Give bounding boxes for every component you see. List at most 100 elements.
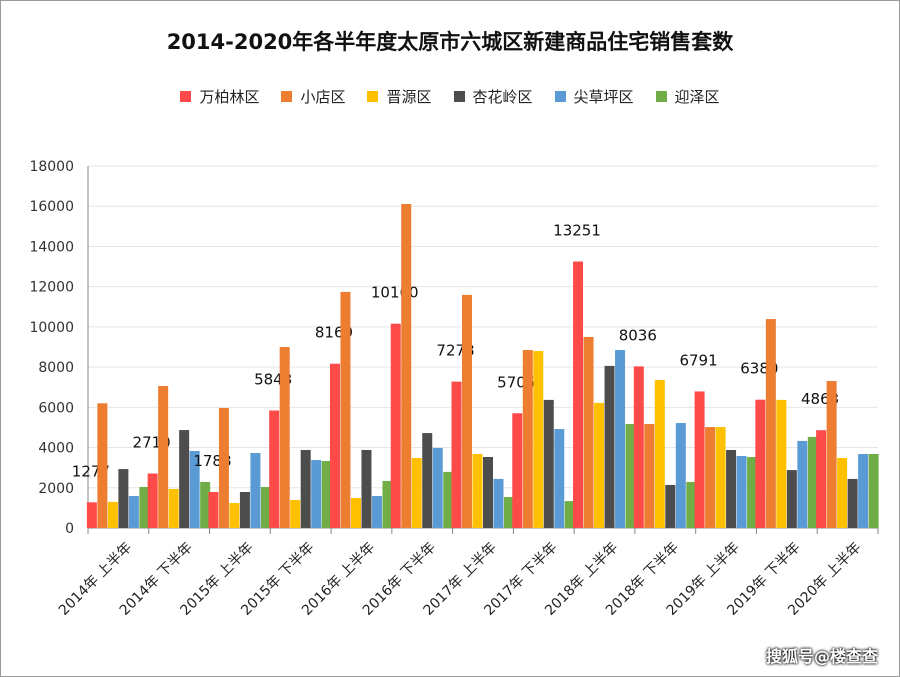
bar-晋源区 [472,453,483,528]
y-tick-label: 4000 [38,441,74,457]
bar-万柏林区 [512,413,523,528]
y-tick-label: 2000 [38,481,74,497]
bar-尖草坪区 [858,453,869,528]
bar-万柏林区 [816,430,827,528]
bar-万柏林区 [86,502,97,528]
bar-尖草坪区 [250,452,261,528]
y-tick-label: 18000 [29,159,74,175]
legend-swatch [554,91,566,102]
bar-杏花岭区 [786,470,797,528]
legend-label: 晋源区 [386,88,432,106]
bar-迎泽区 [504,497,514,528]
bar-杏花岭区 [604,365,615,528]
bar-尖草坪区 [189,450,200,528]
bar-晋源区 [776,399,787,528]
bar-尖草坪区 [554,429,565,528]
bar-迎泽区 [200,481,211,528]
bar-小店区 [644,424,655,528]
bar-小店区 [218,407,229,528]
legend-label: 尖草坪区 [573,88,634,106]
bar-杏花岭区 [239,492,250,528]
bar-万柏林区 [633,366,644,528]
bar-小店区 [583,336,594,528]
bar-杏花岭区 [543,399,554,528]
legend-label: 迎泽区 [674,88,720,106]
bar-迎泽区 [139,486,150,528]
bar-杏花岭区 [361,449,372,528]
bar-小店区 [97,403,108,528]
bar-尖草坪区 [797,440,808,528]
bar-晋源区 [715,427,726,528]
legend-label: 万柏林区 [199,88,260,106]
y-tick-label: 16000 [29,199,74,215]
bar-晋源区 [107,501,118,528]
bar-杏花岭区 [483,457,493,528]
y-tick-label: 0 [65,521,74,537]
legend-swatch [655,91,667,102]
bar-晋源区 [290,500,301,528]
bar-万柏林区 [755,399,766,528]
data-label: 6791 [679,351,717,369]
bar-晋源区 [350,498,361,528]
bar-万柏林区 [390,323,401,528]
bar-小店区 [279,347,290,528]
bar-杏花岭区 [118,469,129,528]
bar-万柏林区 [451,381,462,528]
bar-晋源区 [168,488,179,528]
y-tick-label: 8000 [38,360,74,376]
bar-迎泽区 [807,436,818,528]
bar-晋源区 [533,351,544,528]
legend-label: 小店区 [300,88,346,106]
legend-swatch [281,91,293,102]
bar-晋源区 [654,379,665,528]
y-tick-label: 12000 [29,280,74,296]
bar-小店区 [705,427,716,528]
bar-尖草坪区 [432,447,443,528]
bar-迎泽区 [686,481,697,528]
credit-watermark: 搜狐号@楼查查 [765,647,878,666]
bar-尖草坪区 [615,350,626,528]
bar-杏花岭区 [847,478,858,528]
bar-小店区 [826,380,837,528]
y-tick-label: 10000 [29,320,74,336]
bar-杏花岭区 [300,449,311,528]
bar-杏花岭区 [665,484,676,528]
legend-item: 尖草坪区 [554,86,634,107]
bar-万柏林区 [269,410,280,528]
bar-晋源区 [837,458,848,528]
bar-尖草坪区 [675,423,686,528]
legend-item: 万柏林区 [180,86,259,107]
bar-晋源区 [229,503,240,528]
bar-迎泽区 [747,457,758,528]
legend-swatch [453,91,465,102]
data-label: 13251 [553,222,601,240]
bar-尖草坪区 [493,478,504,528]
bar-迎泽区 [625,424,636,528]
bar-迎泽区 [382,480,393,528]
bar-万柏林区 [329,363,340,528]
bar-尖草坪区 [311,460,322,528]
legend-swatch [367,91,379,102]
bar-杏花岭区 [422,433,433,528]
legend-swatch [180,91,192,102]
bar-杏花岭区 [726,449,737,528]
bar-万柏林区 [208,492,219,528]
bar-杏花岭区 [179,430,190,528]
bar-迎泽区 [260,486,271,528]
bar-万柏林区 [147,473,158,528]
bar-万柏林区 [694,391,705,528]
legend-item: 杏花岭区 [453,86,533,107]
bar-小店区 [158,386,169,528]
legend: 万柏林区 小店区 晋源区 杏花岭区 尖草坪区 迎泽区 [0,86,900,107]
bar-晋源区 [594,402,605,528]
bar-尖草坪区 [371,496,382,528]
bar-迎泽区 [868,453,879,528]
bar-万柏林区 [573,261,584,528]
bar-尖草坪区 [128,496,139,528]
bar-迎泽区 [564,501,575,528]
bar-迎泽区 [321,461,332,528]
bar-小店区 [401,204,412,528]
legend-label: 杏花岭区 [472,88,533,106]
legend-item: 晋源区 [367,86,432,107]
